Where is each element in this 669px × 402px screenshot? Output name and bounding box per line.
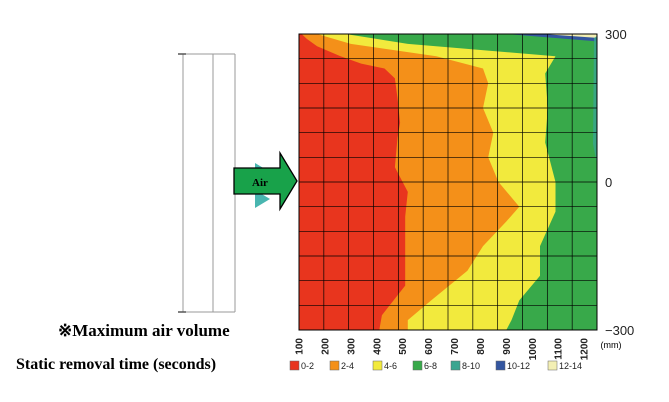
legend-item: 6-8 [412,360,437,371]
y-tick-label: 0 [605,175,612,190]
legend-label: 10-12 [507,361,530,371]
legend-label: 4-6 [384,361,397,371]
legend-swatch [412,360,423,371]
legend-item: 0-2 [289,360,314,371]
x-tick-label: 800 [476,338,487,355]
legend-item: 12-14 [547,360,582,371]
x-axis-ticks: 100 200 300 400 500 600 700 800 900 1000 1100 1200 [295,338,591,361]
grid [299,34,597,330]
x-tick-label: 500 [398,338,409,355]
legend: 0-2 2-4 4-6 6-8 8-10 10-12 12-14 [289,360,582,371]
x-tick-label: 1100 [554,338,565,360]
legend-item: 8-10 [450,360,480,371]
x-axis-unit: (mm) [601,340,622,350]
y-tick-label: −300 [605,323,634,338]
ionizer-bar [178,53,236,313]
x-tick-label: 600 [424,338,435,355]
legend-swatch [372,360,383,371]
legend-swatch [289,360,300,371]
x-tick-label: 400 [372,338,383,355]
x-tick-label: 300 [346,338,357,355]
heatmap-plot [298,33,598,331]
legend-item: 10-12 [495,360,530,371]
band-8-10 [593,36,597,164]
y-axis-ticks: 300 0 −300 [605,27,634,338]
legend-label: 0-2 [301,361,314,371]
legend-label: 8-10 [462,361,480,371]
x-tick-label: 700 [450,338,461,355]
legend-swatch [450,360,461,371]
band-12-14 [542,34,597,38]
x-tick-label: 900 [502,338,513,355]
legend-swatch [547,360,558,371]
y-tick-label: 300 [605,27,627,42]
note-static-removal-time: Static removal time (seconds) [16,356,217,373]
legend-label: 2-4 [341,361,354,371]
legend-item: 2-4 [329,360,354,371]
legend-swatch [329,360,340,371]
x-tick-label: 1200 [580,338,591,361]
legend-item: 4-6 [372,360,397,371]
note-max-air-volume: ※Maximum air volume [58,321,230,340]
legend-label: 12-14 [559,361,582,371]
air-arrow-icon: Air [233,150,298,212]
air-arrow-label: Air [252,177,268,189]
legend-label: 6-8 [424,361,437,371]
x-tick-label: 200 [321,338,332,355]
legend-swatch [495,360,506,371]
x-tick-label: 1000 [528,338,539,361]
x-tick-label: 100 [295,338,306,355]
